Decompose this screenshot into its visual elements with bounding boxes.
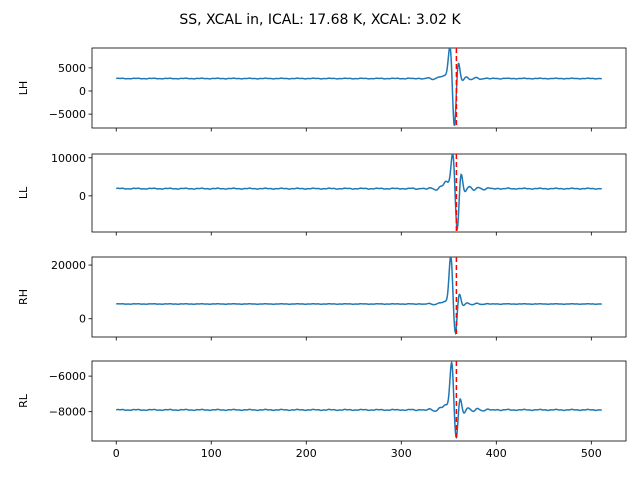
- y-tick-label: 0: [79, 190, 86, 203]
- y-tick-label: 20000: [51, 259, 86, 272]
- y-tick-label: −6000: [49, 370, 86, 383]
- y-axis-label: RL: [17, 393, 30, 408]
- y-axis-label: LH: [17, 81, 30, 95]
- x-tick-label: 300: [391, 447, 412, 460]
- x-tick-label: 200: [296, 447, 317, 460]
- y-axis-label: RH: [17, 289, 30, 305]
- figure-title: SS, XCAL in, ICAL: 17.68 K, XCAL: 3.02 K: [179, 12, 461, 28]
- x-tick-label: 0: [113, 447, 120, 460]
- panel-rh: 20000 0 RH: [17, 256, 627, 341]
- panels: 50000−5000LH100000LL200000RH−6000−8000RL…: [17, 47, 627, 460]
- series-line: [115, 361, 602, 439]
- axes-frame: [91, 256, 627, 338]
- series-line: [116, 48, 602, 127]
- y-axis-label: LL: [17, 186, 30, 199]
- series-line: [115, 154, 602, 232]
- panel-rl: −6000 −8000 RL 0 100 200 300 400 500: [17, 360, 627, 460]
- axes-frame: [91, 153, 627, 233]
- y-tick-label: 0: [79, 313, 86, 326]
- panel-ll: 10000 0 LL: [17, 152, 627, 236]
- y-tick-label: −8000: [49, 406, 86, 419]
- series-line: [116, 257, 602, 336]
- y-tick-label: 10000: [51, 152, 86, 165]
- panel-lh: 5000 0 −5000 LH: [17, 47, 627, 132]
- x-tick-label: 100: [201, 447, 222, 460]
- axes-frame: [91, 360, 627, 442]
- x-tick-label: 400: [486, 447, 507, 460]
- x-tick-label: 500: [581, 447, 602, 460]
- y-tick-label: −5000: [49, 108, 86, 121]
- axes-frame: [91, 47, 627, 129]
- y-tick-label: 5000: [58, 62, 86, 75]
- y-tick-label: 0: [79, 85, 86, 98]
